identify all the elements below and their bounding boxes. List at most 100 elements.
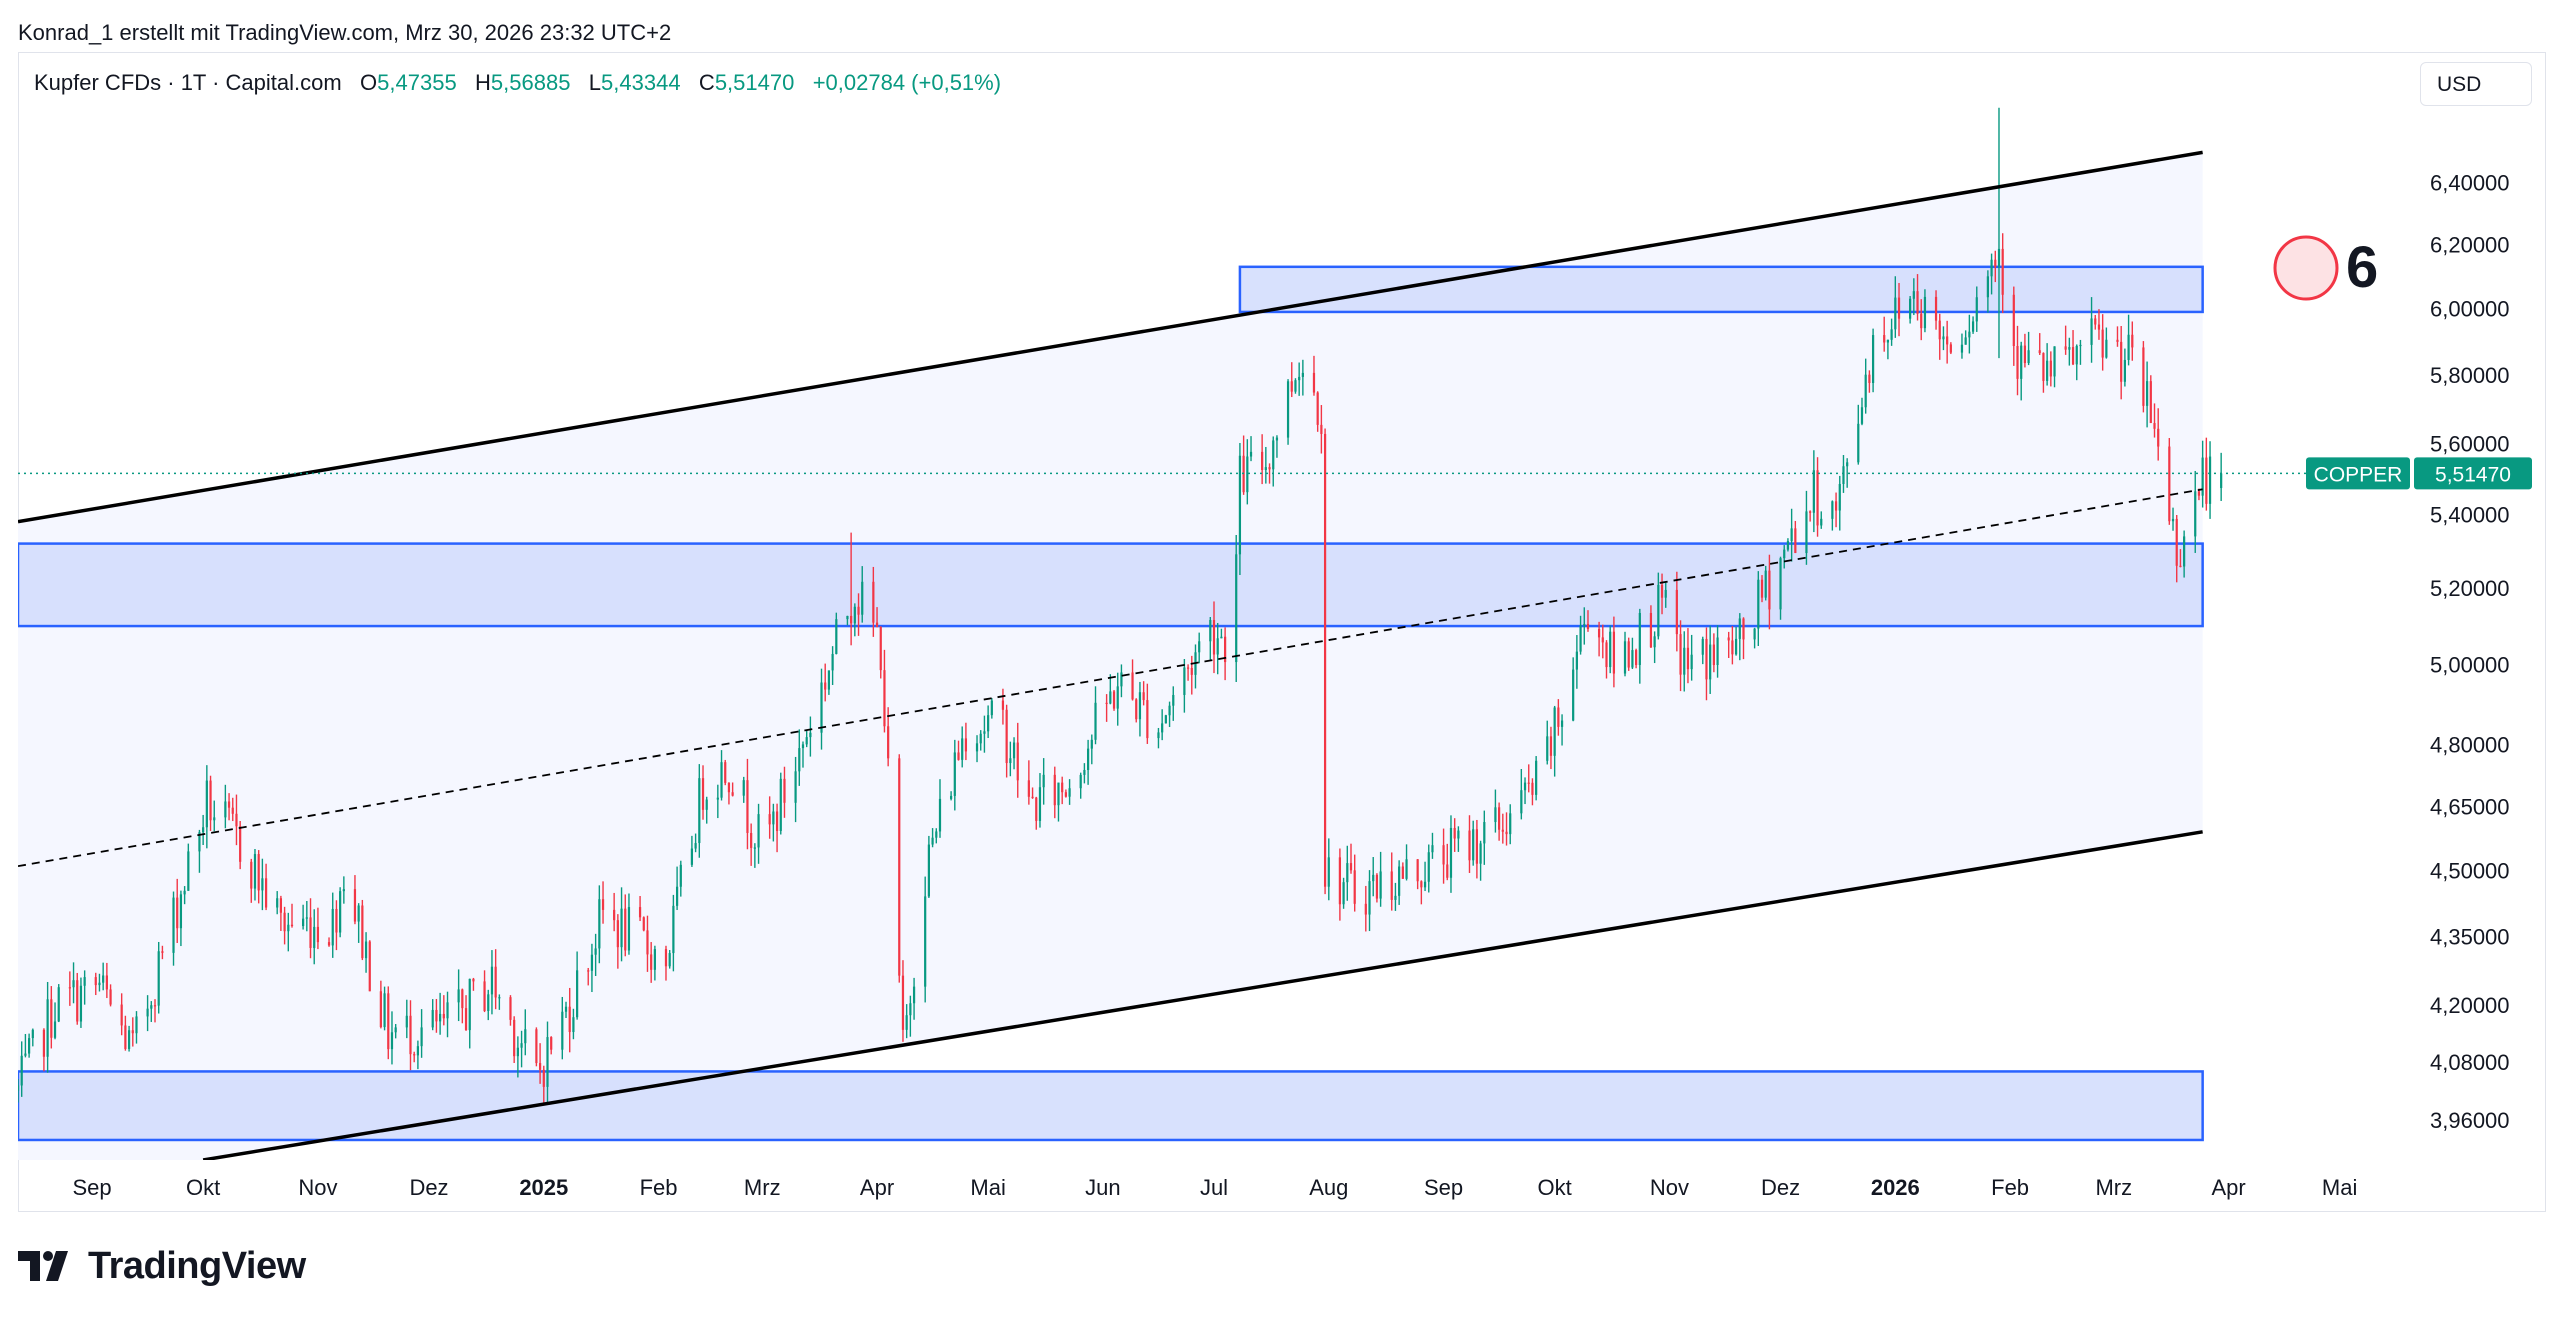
candle-body <box>1605 642 1608 668</box>
candle <box>909 995 912 1037</box>
candle <box>898 754 901 983</box>
candle <box>2042 352 2045 393</box>
legend-low-label: L <box>588 70 602 95</box>
candle-body <box>1557 707 1560 727</box>
candle <box>1261 434 1264 485</box>
candle <box>279 895 283 931</box>
candle-body <box>1161 723 1164 733</box>
candle-body <box>1061 782 1064 793</box>
candle <box>835 612 838 655</box>
candle <box>2023 333 2027 368</box>
candle-body <box>624 908 627 951</box>
candle <box>1416 859 1419 890</box>
candle <box>250 858 253 903</box>
candle <box>2149 375 2152 424</box>
candle-body <box>1220 636 1223 639</box>
candle <box>1379 851 1382 907</box>
candle-body <box>179 894 183 929</box>
candle-body <box>1794 528 1797 554</box>
candle <box>409 1000 412 1071</box>
candle <box>2053 346 2056 388</box>
candle-body <box>550 1037 553 1050</box>
tradingview-logo[interactable]: TradingView <box>18 1245 306 1287</box>
candle-body <box>675 886 679 906</box>
candle <box>679 860 682 897</box>
candle <box>1527 764 1530 793</box>
x-tick-label: Mai <box>2322 1175 2357 1200</box>
candle <box>187 843 190 891</box>
candle-body <box>1657 584 1660 637</box>
candle <box>1086 739 1090 785</box>
candle <box>1964 330 1967 345</box>
candle <box>1427 844 1430 893</box>
candle <box>150 1001 153 1022</box>
candle-body <box>1079 774 1082 789</box>
x-tick-label: Aug <box>1309 1175 1348 1200</box>
candle <box>227 793 231 821</box>
candle-body <box>983 731 986 734</box>
candle <box>1812 450 1815 533</box>
candle <box>1105 694 1108 722</box>
candle <box>1864 358 1867 414</box>
candle <box>901 960 905 1042</box>
candle <box>1523 777 1527 805</box>
candle-body <box>205 780 208 828</box>
candle <box>1627 637 1630 671</box>
candle-body <box>564 1006 568 1012</box>
candle <box>2183 530 2186 578</box>
candle <box>1183 659 1186 713</box>
candle-body <box>857 606 860 615</box>
candle <box>2097 309 2101 340</box>
y-tick-label: 6,00000 <box>2430 297 2510 322</box>
candle-body <box>1301 372 1304 377</box>
candle-body <box>1549 736 1553 756</box>
candle <box>638 895 642 922</box>
candle-body <box>331 908 334 946</box>
legend-symbol[interactable]: Kupfer CFDs · 1T · Capital.com <box>34 70 342 95</box>
candle <box>1586 610 1590 632</box>
candle <box>1690 634 1693 681</box>
candle-body <box>650 954 653 970</box>
candle <box>205 765 208 849</box>
candle <box>779 772 782 835</box>
candle-body <box>1764 570 1767 598</box>
candle-body <box>1146 700 1149 739</box>
candle <box>261 858 264 911</box>
candle <box>1520 769 1523 820</box>
candle-body <box>1990 259 1993 277</box>
currency-button[interactable]: USD <box>2420 62 2532 106</box>
candle <box>1146 683 1149 744</box>
candle <box>664 945 668 981</box>
candle-body <box>342 889 345 892</box>
candle-body <box>872 581 875 623</box>
candle <box>446 991 449 1038</box>
candle <box>701 765 705 820</box>
x-tick-label: Nov <box>298 1175 337 1200</box>
candle-body <box>594 948 597 955</box>
candle <box>746 758 749 850</box>
candle <box>1268 463 1271 484</box>
candle <box>1423 861 1427 892</box>
candle <box>924 876 927 1003</box>
candle-body <box>1883 335 1886 343</box>
candle <box>857 593 860 636</box>
candle <box>1883 316 1886 352</box>
candle <box>1790 508 1793 562</box>
candle-body <box>1064 792 1067 797</box>
candle-body <box>409 1015 412 1055</box>
candle <box>2157 408 2160 461</box>
candle <box>1575 635 1578 689</box>
candle <box>131 1017 134 1047</box>
price-chart[interactable]: 3,96000 4,08000 4,20000 4,35000 4,50000 4,650… <box>0 0 2560 1230</box>
candle-body <box>309 917 312 948</box>
candle-body <box>213 817 216 821</box>
candle-body <box>2157 428 2160 447</box>
candle <box>235 794 238 846</box>
candle <box>257 850 260 904</box>
candle <box>2094 314 2097 330</box>
candle-body <box>394 1027 397 1033</box>
legend-open-value: 5,47355 <box>377 70 457 95</box>
candle <box>672 894 675 972</box>
candle <box>1809 510 1812 522</box>
candle <box>1597 621 1601 657</box>
